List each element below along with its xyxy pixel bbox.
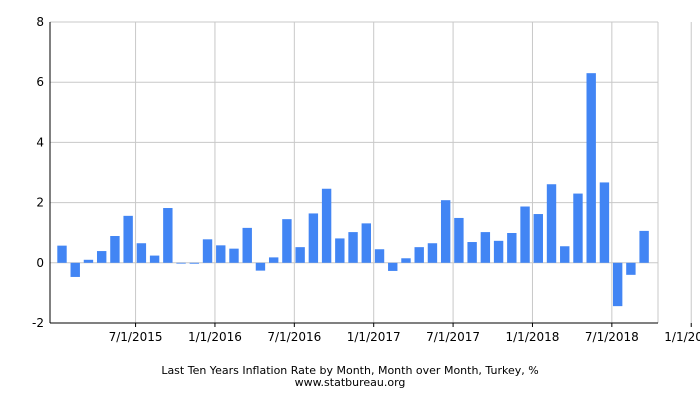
inflation-bar-chart: -2 0 2 4 6 8 7/1/2015 1/1/2016 7/1/2016 1/1/2017 7… <box>32 15 700 344</box>
bar <box>110 236 120 263</box>
bar <box>321 188 332 263</box>
bar <box>308 213 319 263</box>
bar <box>123 215 133 263</box>
bar <box>361 223 371 263</box>
bar <box>96 251 107 263</box>
bar <box>189 262 199 264</box>
bar <box>176 262 186 264</box>
bars <box>57 73 649 307</box>
axes: -2 0 2 4 6 8 7/1/2015 1/1/2016 7/1/2016 1/1/2017 7… <box>32 15 700 344</box>
x-tick-label: 1/1/2018 <box>506 330 560 344</box>
bar <box>374 249 385 263</box>
bar <box>163 208 173 263</box>
bar <box>335 238 345 263</box>
y-tick-label: 6 <box>36 75 44 89</box>
bar <box>612 262 623 307</box>
y-tick-label: 2 <box>36 196 44 210</box>
y-tick-label: 8 <box>36 15 44 29</box>
bar <box>573 193 583 263</box>
y-tick-label: 0 <box>36 256 44 270</box>
bar <box>454 217 464 263</box>
x-tick-label: 7/1/2016 <box>267 330 321 344</box>
bar <box>57 245 67 263</box>
bar <box>520 206 530 263</box>
bar <box>626 262 636 275</box>
bar <box>202 239 213 263</box>
bar <box>401 258 411 263</box>
bar <box>599 182 610 263</box>
bar <box>136 243 147 263</box>
x-tick-label: 7/1/2018 <box>585 330 639 344</box>
bar <box>295 247 305 263</box>
bar <box>546 184 557 263</box>
bar <box>83 259 94 263</box>
bar <box>388 262 398 271</box>
bar <box>507 233 517 263</box>
y-tick-label: -2 <box>32 316 44 330</box>
bar <box>149 255 160 263</box>
bar <box>229 248 239 263</box>
bar <box>560 246 570 263</box>
bar <box>282 219 292 263</box>
bar <box>268 257 279 263</box>
y-tick-label: 4 <box>36 135 44 149</box>
gridlines <box>50 21 692 324</box>
bar <box>440 200 451 263</box>
bar <box>639 230 649 263</box>
bar <box>493 240 504 263</box>
x-tick-label: 1/1/2016 <box>188 330 242 344</box>
bar <box>216 245 226 263</box>
bar <box>533 214 543 263</box>
x-tick-label: 1/1/2017 <box>347 330 401 344</box>
bar <box>427 243 438 263</box>
bar <box>414 247 424 263</box>
bar <box>255 262 266 271</box>
bar <box>242 227 252 263</box>
chart-title: Last Ten Years Inflation Rate by Month, … <box>161 364 539 377</box>
source-label: www.statbureau.org <box>294 376 406 389</box>
bar <box>467 242 477 263</box>
x-tick-label: 7/1/2017 <box>426 330 480 344</box>
x-tick-label: 7/1/2015 <box>109 330 163 344</box>
bar <box>70 262 80 277</box>
bar <box>348 232 358 263</box>
bar <box>586 73 596 263</box>
x-tick-label: 1/1/2019 <box>664 330 700 344</box>
bar <box>480 232 491 263</box>
